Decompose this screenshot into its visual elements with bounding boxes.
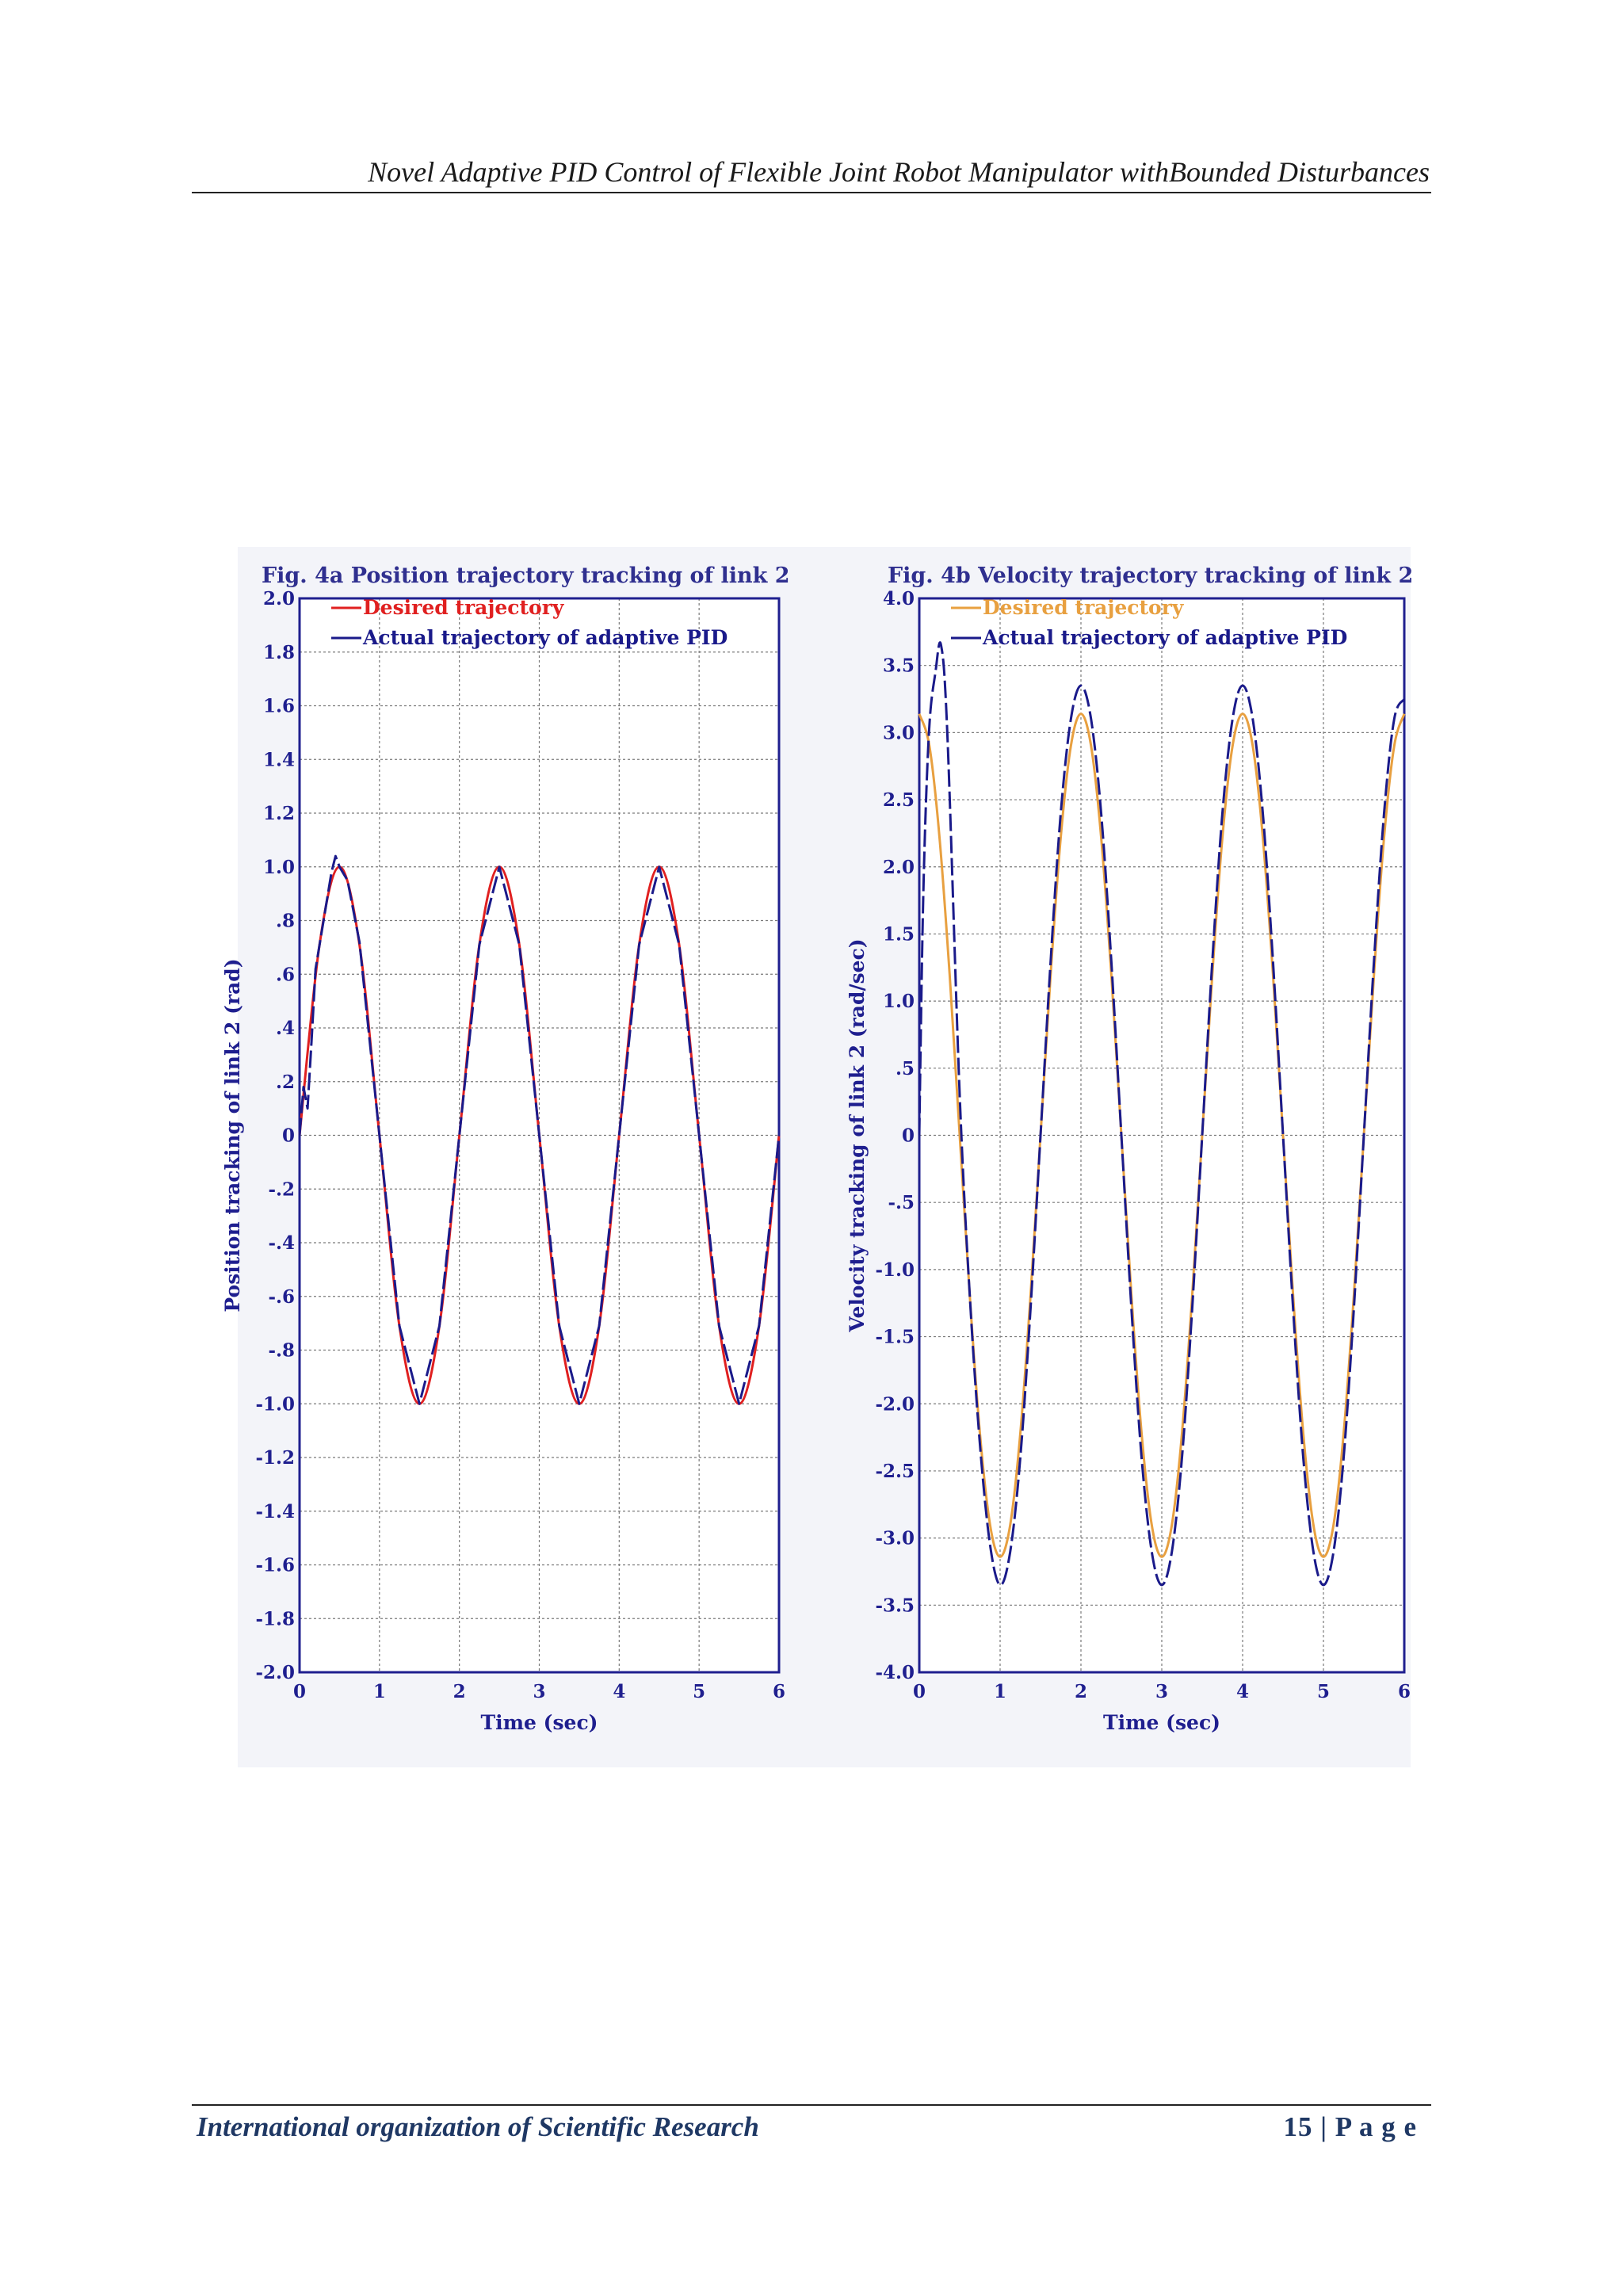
y-axis-label: Velocity tracking of link 2 (rad/sec) [846,938,869,1332]
legend-label: Actual trajectory of adaptive PID [362,626,727,649]
x-tick-label: 3 [533,1681,545,1702]
y-tick-label: 0 [902,1125,915,1147]
y-tick-label: -1.5 [875,1327,915,1348]
y-tick-label: 3.0 [883,722,915,743]
page-number: 15 | P a g e [1283,2111,1417,2142]
y-axis-label: Position tracking of link 2 (rad) [221,958,244,1312]
x-tick-label: 2 [1075,1681,1087,1702]
y-tick-label: -1.4 [255,1501,295,1522]
y-tick-label: 2.5 [883,789,915,811]
x-axis-label: Time (sec) [480,1711,598,1734]
y-tick-label: -2.5 [875,1461,915,1482]
y-tick-label: -3.0 [875,1528,915,1549]
running-head: Novel Adaptive PID Control of Flexible J… [368,156,1430,188]
x-tick-label: 4 [1236,1681,1249,1702]
y-tick-label: 1.0 [263,857,295,878]
x-tick-label: 4 [613,1681,625,1702]
y-tick-label: 1.6 [263,696,295,717]
footer-organization: International organization of Scientific… [197,2111,759,2142]
legend-label: Actual trajectory of adaptive PID [982,626,1347,649]
chart-title: Fig. 4b Velocity trajectory tracking of … [888,563,1413,588]
x-axis-label: Time (sec) [1103,1711,1220,1734]
x-tick-label: 6 [773,1681,785,1702]
y-tick-label: 2.0 [883,857,915,878]
y-tick-label: 2.0 [263,588,295,609]
x-tick-label: 0 [293,1681,306,1702]
y-tick-label: -3.5 [875,1595,915,1616]
y-tick-label: 1.0 [883,991,915,1012]
y-tick-label: .5 [896,1058,915,1079]
y-tick-label: -1.6 [255,1555,295,1576]
y-tick-label: 1.5 [883,923,915,945]
x-tick-label: 1 [373,1681,386,1702]
y-tick-label: .8 [276,911,295,932]
y-tick-label: 3.5 [883,655,915,677]
y-tick-label: .4 [276,1018,295,1039]
y-tick-label: -2.0 [255,1662,295,1683]
chart-fig4a: Fig. 4a Position trajectory tracking of … [221,563,790,1734]
x-tick-label: 3 [1155,1681,1168,1702]
y-tick-label: -1.0 [875,1259,915,1281]
y-tick-label: -1.2 [255,1447,295,1469]
series-line-actual [918,641,1406,1587]
chart-title: Fig. 4a Position trajectory tracking of … [262,563,790,588]
x-tick-label: 5 [1317,1681,1330,1702]
y-tick-label: -2.0 [875,1393,915,1415]
series-line-actual [298,854,781,1405]
chart-fig4b: Fig. 4b Velocity trajectory tracking of … [846,563,1413,1734]
y-tick-label: 1.8 [263,642,295,663]
header-rule [192,192,1431,193]
y-tick-label: -.4 [268,1232,295,1254]
y-tick-label: -.8 [268,1340,295,1362]
y-tick-label: -1.0 [255,1393,295,1415]
footer-rule [192,2104,1431,2106]
y-tick-label: -.5 [888,1192,915,1213]
x-tick-label: 6 [1398,1681,1411,1702]
x-tick-label: 2 [453,1681,466,1702]
y-tick-label: -1.8 [255,1608,295,1629]
x-tick-label: 0 [913,1681,926,1702]
x-tick-label: 1 [994,1681,1006,1702]
legend-label: Desired trajectory [983,596,1185,619]
y-tick-label: 1.2 [263,803,295,824]
y-tick-label: -.6 [268,1286,295,1308]
y-tick-label: .2 [276,1072,295,1093]
y-tick-label: 4.0 [883,588,915,609]
y-tick-label: -.2 [268,1179,295,1200]
x-tick-label: 5 [693,1681,705,1702]
legend-label: Desired trajectory [363,596,565,619]
y-tick-label: 1.4 [263,749,295,770]
y-tick-label: 0 [282,1125,295,1147]
y-tick-label: -4.0 [875,1662,915,1683]
y-tick-label: .6 [276,964,295,985]
series-line-desired [918,712,1406,1558]
